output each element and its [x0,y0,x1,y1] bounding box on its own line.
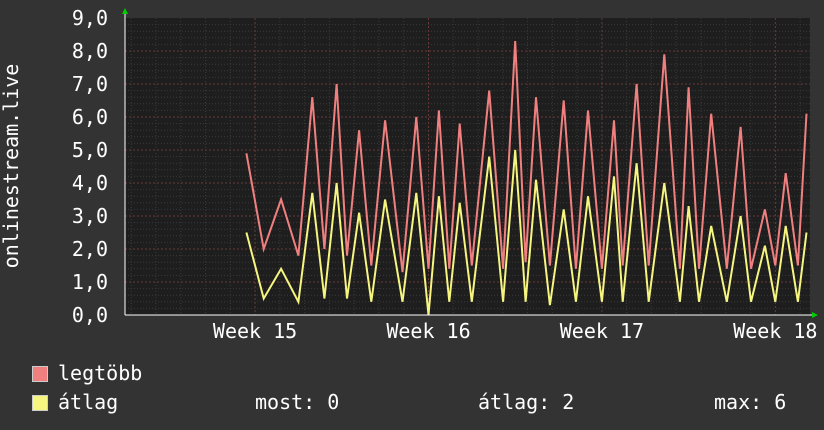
y-ticks: 0,0 1,0 2,0 3,0 4,0 5,0 6,0 7,0 8,0 9,0 [72,6,108,327]
y-tick-label: 5,0 [72,138,108,162]
y-tick-label: 9,0 [72,6,108,30]
y-tick-label: 0,0 [72,303,108,327]
y-tick-label: 8,0 [72,39,108,63]
x-tick-label: Week 17 [560,319,644,343]
series-line-atlag [245,149,808,316]
x-axis-arrow [812,312,818,318]
y-tick-label: 3,0 [72,204,108,228]
stat-most: most: 0 [255,390,340,414]
y-axis-arrow [122,8,128,14]
y-tick-label: 1,0 [72,270,108,294]
legend-label-atlag: átlag [58,390,119,414]
x-tick-label: Week 15 [213,319,297,343]
stat-atlag: átlag: 2 [478,390,575,414]
legend-label-legtobb: legtöbb [58,361,143,385]
y-tick-label: 6,0 [72,105,108,129]
series-line-legtobb [245,41,808,273]
y-tick-label: 2,0 [72,237,108,261]
y-axis-label: onlinestream.live [0,64,23,269]
series-group [245,41,808,316]
y-tick-label: 4,0 [72,171,108,195]
y-tick-label: 7,0 [72,72,108,96]
legend-swatch-atlag [32,395,48,411]
x-tick-label: Week 16 [386,319,470,343]
legend-swatch-legtobb [32,366,48,382]
x-tick-label: Week 18 [733,319,817,343]
stat-max: max: 6 [714,390,787,414]
x-ticks: Week 15 Week 16 Week 17 Week 18 [213,319,818,343]
